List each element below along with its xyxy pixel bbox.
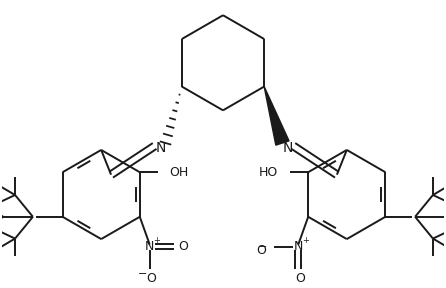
Text: +: + [302, 236, 309, 245]
Text: −: − [258, 242, 267, 251]
Text: HO: HO [259, 166, 278, 179]
Text: OH: OH [169, 166, 189, 179]
Text: N: N [145, 240, 154, 253]
Text: N: N [293, 240, 303, 253]
Text: N: N [282, 141, 293, 155]
Text: O: O [257, 244, 267, 257]
Text: O: O [295, 272, 305, 285]
Text: O: O [147, 272, 157, 285]
Text: O: O [178, 240, 188, 253]
Text: +: + [153, 236, 160, 245]
Text: −: − [138, 269, 148, 279]
Polygon shape [264, 87, 289, 145]
Text: N: N [155, 141, 166, 155]
